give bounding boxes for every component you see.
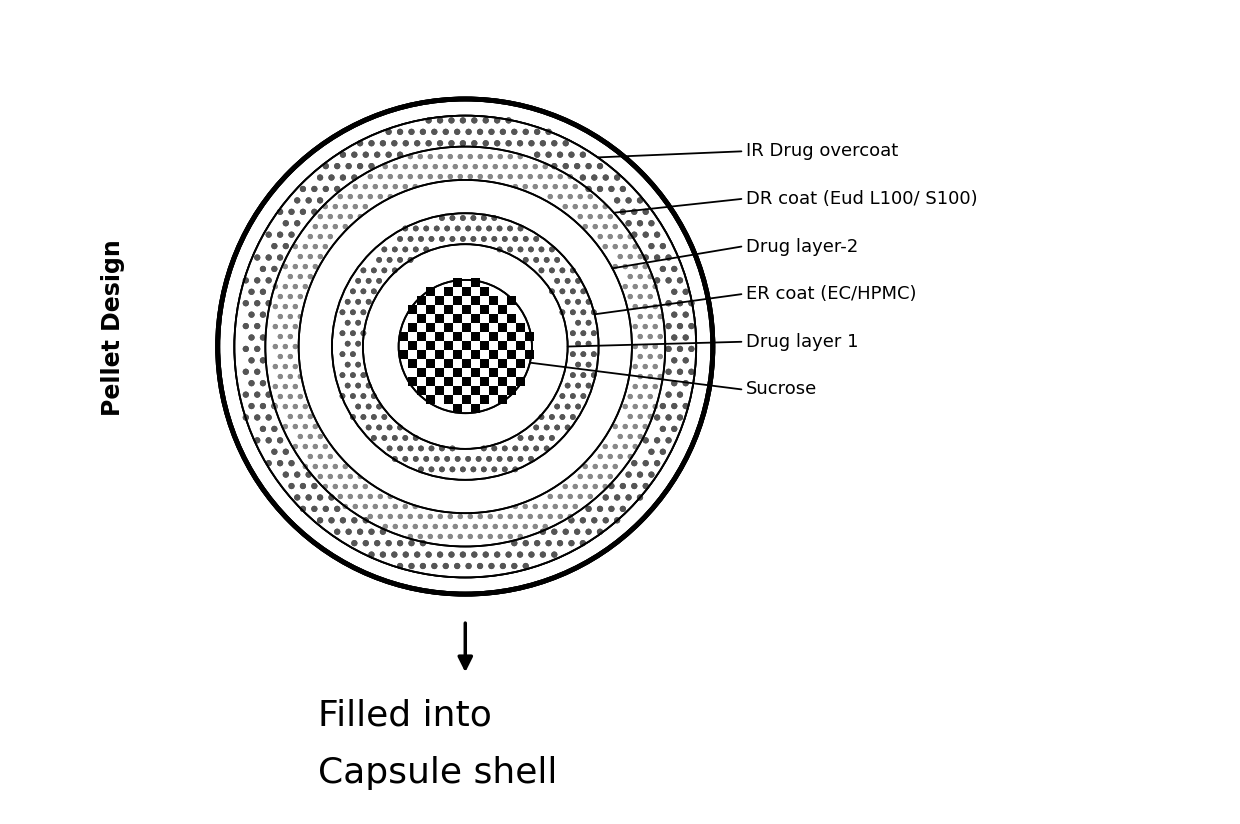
Text: Sucrose: Sucrose — [746, 381, 817, 398]
Circle shape — [332, 213, 599, 480]
Text: Pellet Design: Pellet Design — [100, 239, 125, 416]
Circle shape — [265, 147, 665, 546]
Text: Drug layer 1: Drug layer 1 — [746, 333, 858, 351]
Circle shape — [299, 180, 632, 513]
Text: Filled into: Filled into — [317, 699, 491, 733]
Text: IR Drug overcoat: IR Drug overcoat — [746, 143, 899, 161]
Text: ER coat (EC/HPMC): ER coat (EC/HPMC) — [746, 285, 916, 303]
Circle shape — [234, 115, 696, 578]
Circle shape — [299, 180, 632, 513]
Circle shape — [398, 280, 532, 413]
Circle shape — [218, 99, 713, 594]
Circle shape — [234, 115, 696, 578]
Text: DR coat (Eud L100/ S100): DR coat (Eud L100/ S100) — [746, 190, 978, 208]
Circle shape — [363, 244, 568, 449]
Circle shape — [227, 109, 703, 584]
Text: Capsule shell: Capsule shell — [317, 756, 557, 790]
Text: Drug layer-2: Drug layer-2 — [746, 237, 858, 255]
